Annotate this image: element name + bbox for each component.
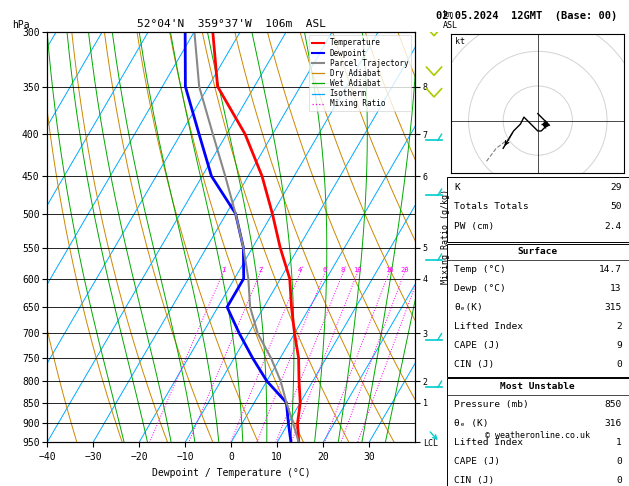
Text: 1: 1 — [221, 266, 225, 273]
Text: 0: 0 — [616, 360, 621, 369]
Y-axis label: Mixing Ratio (g/kg): Mixing Ratio (g/kg) — [440, 190, 450, 284]
Text: θₑ(K): θₑ(K) — [454, 303, 482, 312]
Text: 0: 0 — [616, 457, 621, 466]
Text: 6: 6 — [323, 266, 327, 273]
Bar — [447, 379, 629, 486]
X-axis label: Dewpoint / Temperature (°C): Dewpoint / Temperature (°C) — [152, 468, 311, 478]
Text: 02.05.2024  12GMT  (Base: 00): 02.05.2024 12GMT (Base: 00) — [436, 11, 618, 21]
Text: © weatheronline.co.uk: © weatheronline.co.uk — [486, 431, 590, 440]
Text: Dewp (°C): Dewp (°C) — [454, 284, 506, 293]
Text: 2: 2 — [616, 322, 621, 331]
Text: 1: 1 — [616, 438, 621, 447]
Text: 20: 20 — [400, 266, 409, 273]
Text: hPa: hPa — [12, 19, 30, 30]
Text: 2.4: 2.4 — [604, 222, 621, 230]
Text: 9: 9 — [616, 341, 621, 350]
Text: PW (cm): PW (cm) — [454, 222, 494, 230]
Text: 29: 29 — [610, 183, 621, 192]
Text: Lifted Index: Lifted Index — [454, 322, 523, 331]
Text: θₑ (K): θₑ (K) — [454, 419, 488, 428]
Text: 13: 13 — [610, 284, 621, 293]
Text: kt: kt — [455, 37, 465, 46]
Title: 52°04'N  359°37'W  106m  ASL: 52°04'N 359°37'W 106m ASL — [136, 19, 326, 30]
Text: 316: 316 — [604, 419, 621, 428]
Text: 2: 2 — [258, 266, 262, 273]
Bar — [447, 243, 629, 377]
Text: Temp (°C): Temp (°C) — [454, 265, 506, 274]
Text: 8: 8 — [341, 266, 345, 273]
Text: Totals Totals: Totals Totals — [454, 203, 528, 211]
Text: 0: 0 — [616, 476, 621, 485]
Text: 850: 850 — [604, 399, 621, 409]
Text: CAPE (J): CAPE (J) — [454, 457, 500, 466]
Text: CAPE (J): CAPE (J) — [454, 341, 500, 350]
Text: 50: 50 — [610, 203, 621, 211]
Text: Pressure (mb): Pressure (mb) — [454, 399, 528, 409]
Text: 14.7: 14.7 — [599, 265, 621, 274]
Text: 315: 315 — [604, 303, 621, 312]
Text: Surface: Surface — [518, 247, 558, 256]
Text: km
ASL: km ASL — [443, 10, 458, 30]
Text: K: K — [454, 183, 460, 192]
Text: 16: 16 — [385, 266, 393, 273]
Legend: Temperature, Dewpoint, Parcel Trajectory, Dry Adiabat, Wet Adiabat, Isotherm, Mi: Temperature, Dewpoint, Parcel Trajectory… — [309, 35, 411, 111]
Text: Lifted Index: Lifted Index — [454, 438, 523, 447]
Text: CIN (J): CIN (J) — [454, 360, 494, 369]
Text: CIN (J): CIN (J) — [454, 476, 494, 485]
Text: Most Unstable: Most Unstable — [501, 382, 575, 391]
Text: 4: 4 — [298, 266, 303, 273]
Bar — [447, 177, 629, 242]
Text: 10: 10 — [353, 266, 362, 273]
